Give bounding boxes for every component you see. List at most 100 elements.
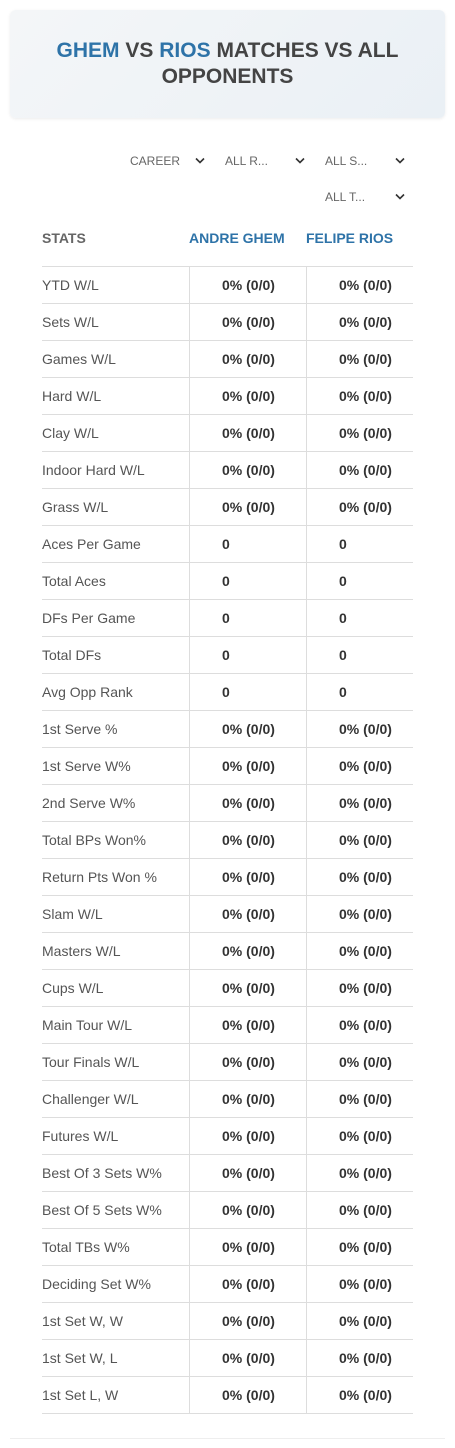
header-card: GHEM VS RIOS MATCHES VS ALL OPPONENTS [10,10,445,118]
column-header: ANDRE GHEM [189,230,285,246]
stat-label: Futures W/L [42,1128,119,1144]
stat-value: 0% (0/0) [222,1091,275,1107]
stat-label: Aces Per Game [42,536,141,552]
table-row: Challenger W/L 0% (0/0) 0% (0/0) [42,1080,413,1117]
stat-label: Total BPs Won% [42,832,147,848]
stat-value: 0% (0/0) [339,943,392,959]
table-row: Futures W/L 0% (0/0) 0% (0/0) [42,1117,413,1154]
stat-value: 0% (0/0) [339,1350,392,1366]
table-row: Best Of 3 Sets W% 0% (0/0) 0% (0/0) [42,1154,413,1191]
stat-label: 1st Set L, W [42,1387,119,1403]
stat-value: 0% (0/0) [339,1239,392,1255]
table-row: Best Of 5 Sets W% 0% (0/0) 0% (0/0) [42,1191,413,1228]
table-row: Hard W/L 0% (0/0) 0% (0/0) [42,377,413,414]
page-title: GHEM VS RIOS MATCHES VS ALL OPPONENTS [40,38,415,90]
stat-value: 0% (0/0) [339,462,392,478]
table-row: Main Tour W/L 0% (0/0) 0% (0/0) [42,1006,413,1043]
stat-value: 0 [222,610,230,626]
stat-value: 0% (0/0) [222,832,275,848]
table-row: Total DFs 0 0 [42,636,413,673]
stat-value: 0% (0/0) [222,462,275,478]
stat-value: 0% (0/0) [339,499,392,515]
dropdown-label: CAREER [130,154,181,168]
stat-label: Sets W/L [42,314,99,330]
stat-value: 0% (0/0) [222,425,275,441]
stat-value: 0% (0/0) [339,795,392,811]
stat-value: 0 [339,610,347,626]
stat-value: 0% (0/0) [222,499,275,515]
stat-value: 0 [339,573,347,589]
table-row: 2nd Serve W% 0% (0/0) 0% (0/0) [42,784,413,821]
table-row: Sets W/L 0% (0/0) 0% (0/0) [42,303,413,340]
stat-label: Return Pts Won % [42,869,157,885]
table-row: 1st Set W, L 0% (0/0) 0% (0/0) [42,1339,413,1376]
table-row: 1st Set L, W 0% (0/0) 0% (0/0) [42,1376,413,1413]
stat-value: 0% (0/0) [222,1350,275,1366]
stat-value: 0% (0/0) [339,314,392,330]
table-row: Indoor Hard W/L 0% (0/0) 0% (0/0) [42,451,413,488]
stat-value: 0% (0/0) [222,1128,275,1144]
stat-value: 0% (0/0) [222,1387,275,1403]
column-header: FELIPE RIOS [306,230,394,246]
stat-value: 0% (0/0) [222,1313,275,1329]
stat-value: 0% (0/0) [339,832,392,848]
stat-value: 0% (0/0) [222,1276,275,1292]
table-row: Games W/L 0% (0/0) 0% (0/0) [42,340,413,377]
stat-value: 0% (0/0) [339,1017,392,1033]
stat-label: Grass W/L [42,499,109,515]
stat-label: 1st Serve % [42,721,118,737]
title-text: VS [125,39,154,62]
table-row: 1st Serve % 0% (0/0) 0% (0/0) [42,710,413,747]
footer-rule [10,1438,445,1439]
stat-label: YTD W/L [42,277,99,293]
stat-value: 0% (0/0) [339,1128,392,1144]
stat-value: 0% (0/0) [339,388,392,404]
stat-value: 0 [339,536,347,552]
stat-label: Best Of 5 Sets W% [42,1202,162,1218]
stat-value: 0% (0/0) [222,1165,275,1181]
filter-dropdown[interactable]: ALL T... [325,189,405,205]
stat-value: 0% (0/0) [339,277,392,293]
stat-value: 0% (0/0) [339,1313,392,1329]
stat-label: Total DFs [42,647,102,663]
table-row: Aces Per Game 0 0 [42,525,413,562]
filter-dropdown[interactable]: ALL R... [225,153,305,169]
stat-value: 0 [222,647,230,663]
stat-value: 0% (0/0) [339,1276,392,1292]
stat-label: Indoor Hard W/L [42,462,145,478]
stat-label: Total TBs W% [42,1239,130,1255]
table-row: Tour Finals W/L 0% (0/0) 0% (0/0) [42,1043,413,1080]
stat-value: 0% (0/0) [339,1165,392,1181]
chevron [295,157,305,164]
stat-label: 2nd Serve W% [42,795,136,811]
stat-label: Tour Finals W/L [42,1054,140,1070]
stat-value: 0% (0/0) [222,943,275,959]
dropdown-label: ALL T... [325,190,366,204]
table-row: Total TBs W% 0% (0/0) 0% (0/0) [42,1228,413,1265]
chevron [195,157,205,164]
stat-value: 0% (0/0) [339,1054,392,1070]
filter-dropdown[interactable]: CAREER [130,153,205,169]
stat-value: 0% (0/0) [339,906,392,922]
stat-value: 0% (0/0) [222,1202,275,1218]
stat-value: 0% (0/0) [222,388,275,404]
stat-value: 0% (0/0) [222,980,275,996]
filter-dropdown[interactable]: ALL S... [325,153,405,169]
stat-label: Masters W/L [42,943,121,959]
stat-value: 0 [339,647,347,663]
stat-value: 0% (0/0) [222,1017,275,1033]
stat-label: Deciding Set W% [42,1276,151,1292]
stat-value: 0% (0/0) [339,869,392,885]
table-row: Deciding Set W% 0% (0/0) 0% (0/0) [42,1265,413,1302]
stat-label: 1st Set W, W [42,1313,123,1329]
stat-value: 0% (0/0) [222,869,275,885]
stat-value: 0 [222,573,230,589]
stat-label: Best Of 3 Sets W% [42,1165,162,1181]
stat-label: Avg Opp Rank [42,684,133,700]
stat-value: 0 [222,684,230,700]
title-player: RIOS [159,39,211,62]
stat-value: 0% (0/0) [222,906,275,922]
table-row: Slam W/L 0% (0/0) 0% (0/0) [42,895,413,932]
column-header: STATS [42,230,86,246]
